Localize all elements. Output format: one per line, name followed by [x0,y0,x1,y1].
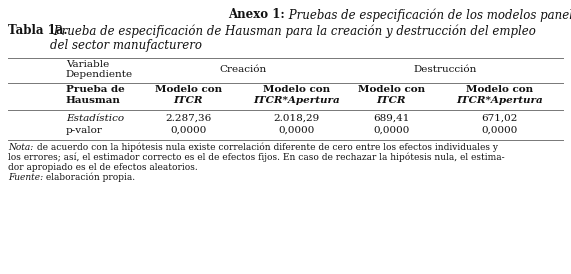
Text: 0,0000: 0,0000 [279,126,315,135]
Text: p-valor: p-valor [66,126,103,135]
Text: 671,02: 671,02 [481,114,518,123]
Text: Estadístico: Estadístico [66,114,124,123]
Text: 2.287,36: 2.287,36 [166,114,211,123]
Text: dor apropiado es el de efectos aleatorios.: dor apropiado es el de efectos aleatorio… [8,163,198,172]
Text: Prueba de especificación de Hausman para la creación y destrucción del empleo
de: Prueba de especificación de Hausman para… [50,24,536,53]
Text: Pruebas de especificación de los modelos panel: Pruebas de especificación de los modelos… [285,8,571,21]
Text: Fuente:: Fuente: [8,173,43,182]
Text: Modelo con: Modelo con [263,85,331,94]
Text: los errores; así, el estimador correcto es el de efectos fijos. En caso de recha: los errores; así, el estimador correcto … [8,153,505,162]
Text: ITCR: ITCR [174,96,203,105]
Text: 689,41: 689,41 [373,114,409,123]
Text: Dependiente: Dependiente [66,70,133,79]
Text: Creación: Creación [219,65,266,74]
Text: Anexo 1:: Anexo 1: [228,8,285,21]
Text: Hausman: Hausman [66,96,120,105]
Text: Modelo con: Modelo con [357,85,425,94]
Text: 0,0000: 0,0000 [373,126,409,135]
Text: ITCR*Apertura: ITCR*Apertura [456,96,543,105]
Text: ITCR*Apertura: ITCR*Apertura [254,96,340,105]
Text: ITCR: ITCR [376,96,406,105]
Text: 0,0000: 0,0000 [481,126,518,135]
Text: Prueba de: Prueba de [66,85,124,94]
Text: de acuerdo con la hipótesis nula existe correlación diferente de cero entre los : de acuerdo con la hipótesis nula existe … [34,143,498,153]
Text: Variable: Variable [66,60,109,69]
Text: Destrucción: Destrucción [414,65,477,74]
Text: 0,0000: 0,0000 [170,126,207,135]
Text: Nota:: Nota: [8,143,33,152]
Text: Modelo con: Modelo con [466,85,533,94]
Text: Modelo con: Modelo con [155,85,222,94]
Text: elaboración propia.: elaboración propia. [43,173,135,182]
Text: Tabla 1a.: Tabla 1a. [8,24,67,37]
Text: 2.018,29: 2.018,29 [274,114,320,123]
